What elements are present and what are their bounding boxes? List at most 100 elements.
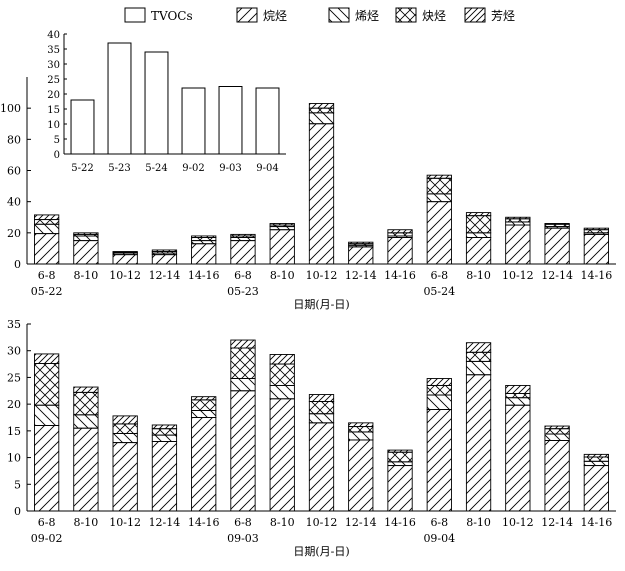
inset-x-tick-label: 9-04 [256,163,278,174]
bar-segment [191,417,217,512]
bar-segment [465,360,492,376]
x-tick-label: 6-8 [38,269,56,282]
inset-x-tick-label: 5-22 [71,163,93,174]
bar-segment [465,215,492,234]
bar-segment [73,235,99,242]
x-tick-label: 10-12 [502,269,534,282]
inset-y-tick-label: 40 [47,30,60,41]
bar-segment [308,103,335,109]
bar-segment [269,226,295,231]
x-tick-label: 12-14 [345,516,377,529]
bar-segment [112,433,138,444]
bar-segment [544,425,570,430]
bar-segment [544,433,570,441]
x-tick-label: 6-8 [430,516,448,529]
x-tick-label: 8-10 [270,269,295,282]
inset-y-tick-label: 15 [47,105,60,116]
x-tick-label: 8-10 [270,516,295,529]
inset-y-tick-label: 35 [47,45,60,56]
x-tick-label: 14-16 [188,516,220,529]
y-tick-label: 15 [7,425,21,438]
bar-segment [387,229,413,234]
x-tick-label: 12-14 [345,269,377,282]
bar-segment [73,386,99,393]
legend-label: TVOCs [151,9,193,23]
x-tick-label: 14-16 [581,269,613,282]
bar-segment [112,415,138,425]
inset-bar [181,87,206,155]
bar-segment [112,442,138,512]
bar-segment [465,351,492,362]
y-tick-label: 10 [7,452,21,465]
bar-segment [308,112,335,125]
y-tick-label: 20 [7,227,21,240]
bar-segment [34,214,60,221]
bar-segment [426,174,452,179]
bar-segment [151,254,178,265]
bar-segment [112,423,138,434]
group-label: 05-23 [227,285,259,298]
bar-segment [544,223,570,225]
bar-segment [348,422,374,428]
inset-y-tick-label: 10 [47,120,60,131]
bar-segment [230,339,256,349]
bar-segment [387,461,413,467]
legend-swatch [328,7,350,23]
bar-segment [34,233,60,265]
bar-segment [426,384,452,396]
bar-segment [34,404,60,426]
bar-segment [112,254,138,265]
inset-x-tick-label: 9-03 [219,163,241,174]
bar-segment [348,426,374,433]
bar-segment [191,396,217,401]
bar-segment [583,456,609,462]
bar-segment [269,398,295,512]
bar-segment [465,232,492,238]
bar-segment [465,374,492,512]
x-tick-label: 6-8 [234,269,252,282]
legend-swatch [395,7,417,23]
inset-y-tick-label: 20 [47,90,60,101]
inset-y-tick-label: 5 [54,135,60,146]
x-tick-label: 14-16 [384,516,416,529]
bar-segment [73,427,99,512]
bar-segment [583,233,609,265]
inset-x-tick-label: 5-24 [145,163,167,174]
bar-segment [230,233,256,237]
bar-segment [426,394,452,410]
legend-swatch [236,7,258,23]
bar-segment [583,465,609,512]
inset-y-tick-label: 25 [47,75,60,86]
bar-segment [230,378,256,392]
bar-segment [348,439,374,512]
bar-segment [505,218,531,223]
bar-segment [269,229,295,265]
inset-bar [144,51,169,155]
x-tick-label: 14-16 [384,269,416,282]
bar-segment [308,401,335,415]
x-tick-label: 8-10 [74,269,99,282]
bar-segment [505,224,531,265]
bar-segment [426,378,452,386]
bar-segment [151,249,178,252]
bar-segment [230,237,256,242]
y-tick-label: 0 [14,505,21,518]
x-tick-label: 6-8 [234,516,252,529]
bar-segment [73,240,99,265]
bar-segment [583,229,609,234]
bar-segment [544,227,570,265]
bar-segment [583,460,609,467]
inset-bar [70,99,95,155]
x-axis-title: 日期(月-日) [293,545,349,558]
bar-segment [505,221,531,226]
bar-segment [191,240,217,245]
group-label: 09-03 [227,532,259,545]
bar-segment [387,232,413,237]
bar-segment [387,465,413,512]
y-tick-label: 30 [7,345,21,358]
bar-segment [151,424,178,430]
x-tick-label: 10-12 [109,269,141,282]
bar-segment [387,237,413,265]
x-tick-label: 8-10 [74,516,99,529]
bar-segment [34,353,60,364]
